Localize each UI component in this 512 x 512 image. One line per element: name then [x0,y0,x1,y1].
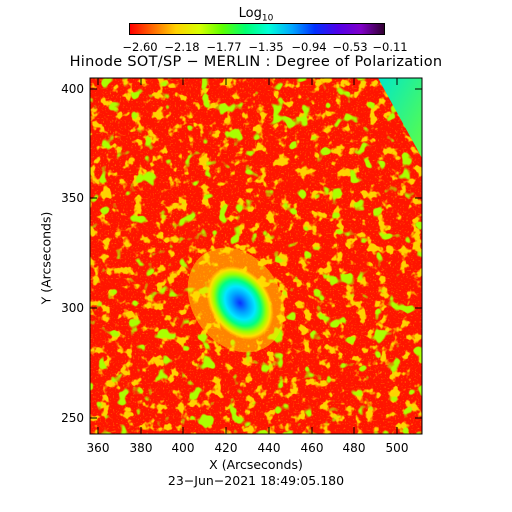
y-tick-label: 350 [61,191,84,205]
colorbar-tick-label: −0.11 [372,40,408,54]
x-tick-label: 360 [87,441,110,455]
colorbar [129,23,385,35]
y-tick-labels: 250 300 350 400 [61,82,84,425]
y-tick-label: 250 [61,411,84,425]
y-tick-label: 300 [61,301,84,315]
colorbar-title-text: Log [238,6,262,21]
colorbar-tick-label: −1.35 [248,40,284,54]
x-tick-label: 440 [258,441,281,455]
colorbar-tick-label: −2.60 [122,40,158,54]
x-tick-label: 420 [215,441,238,455]
x-tick-label: 460 [301,441,324,455]
x-tick-label: 400 [172,441,195,455]
y-tick-label: 400 [61,82,84,96]
observation-timestamp: 23−Jun−2021 18:49:05.180 [167,473,345,488]
corner-high-polarization-region [378,78,422,158]
colorbar-tick-label: −0.94 [291,40,327,54]
plot-title: Hinode SOT/SP − MERLIN : Degree of Polar… [69,54,443,70]
x-axis-label: X (Arcseconds) [209,457,303,472]
x-tick-label: 380 [130,441,153,455]
colorbar-tick-label: −0.53 [332,40,368,54]
sunspot-feature [206,265,274,341]
y-axis-ticks [90,88,422,419]
y-axis-label: Y (Arcseconds) [38,211,54,305]
x-axis-ticks [97,78,398,434]
x-tick-label: 500 [386,441,409,455]
colorbar-tick-labels: −2.60 −2.18 −1.77 −1.35 −0.94 −0.53 −0.1… [0,40,512,54]
colorbar-title: Log10 [0,6,512,24]
plot-frame [89,77,423,435]
x-tick-label: 480 [343,441,366,455]
x-tick-labels: 360 380 400 420 440 460 480 500 [87,441,409,455]
colorbar-tick-label: −1.77 [206,40,242,54]
colorbar-title-subscript: 10 [261,13,274,24]
map-image [90,78,422,434]
colorbar-tick-label: −2.18 [164,40,200,54]
